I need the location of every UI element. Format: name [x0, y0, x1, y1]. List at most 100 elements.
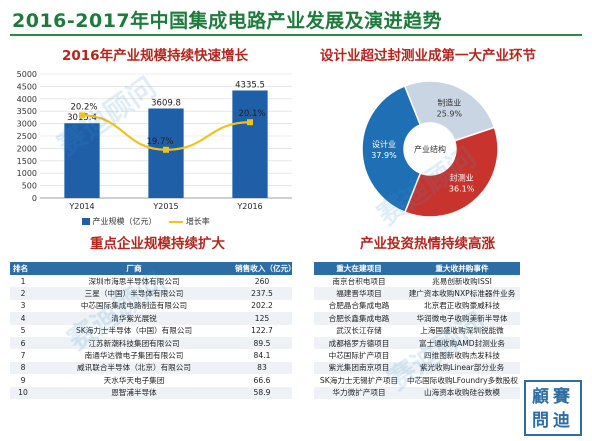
header-company: 厂商 — [36, 262, 232, 275]
legend-line-swatch — [169, 220, 184, 223]
companies-table-header: 排名 厂商 销售收入（亿元） — [10, 262, 292, 275]
companies-cell: 122.7 — [232, 324, 292, 337]
y-tick-label: 4000 — [17, 95, 37, 104]
investment-row: 福建晋华项目 建广资本收购NXP标准器件业务 — [314, 287, 520, 300]
companies-row: 2 三星（中国）半导体有限公司 237.5 — [10, 287, 292, 300]
companies-row: 4 清华紫光展锐 125 — [10, 312, 292, 325]
companies-section-title: 重点企业规模持续扩大 — [90, 236, 225, 252]
y-tick-label: 1000 — [17, 169, 37, 178]
growth-chart: 0 500 1000 1500 2000 2500 3000 3500 4000 4500 5000… — [17, 70, 292, 211]
header-rank: 排名 — [10, 262, 36, 275]
y-tick-label: 3000 — [17, 120, 37, 129]
investment-cell: 中芯国际扩产项目 — [314, 349, 404, 362]
investment-row: 成都格罗方德项目 富士通收购AMD封测业务 — [314, 336, 520, 350]
investment-cell: 富士通收购AMD封测业务 — [404, 336, 520, 350]
y-tick-label: 5000 — [17, 70, 37, 79]
companies-cell: 清华紫光展锐 — [36, 312, 232, 325]
companies-cell: 3 — [10, 299, 36, 313]
stamp-line-1: 顧賽 — [532, 387, 574, 407]
companies-cell: 83 — [232, 361, 292, 375]
legend-bar-swatch — [82, 218, 90, 225]
investment-cell: 兆易创新收购ISSI — [404, 275, 520, 288]
investment-cell: 华润微电子收购美新半导体 — [404, 312, 520, 325]
investment-row: 中芯国际扩产项目 四维图新收购杰发科技 — [314, 349, 520, 362]
companies-cell: 9 — [10, 374, 36, 387]
companies-cell: 2 — [10, 287, 36, 300]
companies-row: 9 天水华天电子集团 66.6 — [10, 374, 292, 387]
investment-cell: 成都格罗方德项目 — [314, 336, 404, 350]
companies-cell: 深圳市海思半导体有限公司 — [36, 275, 232, 288]
investment-cell: 上海国盛收购深圳锐能微 — [404, 324, 520, 337]
companies-row: 10 恩智浦半导体 58.9 — [10, 386, 292, 399]
companies-cell: 10 — [10, 386, 36, 399]
investment-cell: 紫光集团南京项目 — [314, 361, 404, 375]
investment-row: 合肥晶合集成电路 北京君正收购豪威科技 — [314, 299, 520, 313]
growth-rate-point — [247, 119, 253, 126]
investment-cell: 四维图新收购杰发科技 — [404, 349, 520, 362]
companies-cell: 6 — [10, 336, 36, 350]
structure-section-title: 设计业超过封测业成第一大产业环节 — [320, 48, 536, 64]
companies-cell: 威讯联合半导体（北京）有限公司 — [36, 361, 232, 375]
companies-row: 8 威讯联合半导体（北京）有限公司 83 — [10, 361, 292, 375]
investment-table-header: 重大在建项目 重大收并购事件 — [314, 262, 520, 275]
growth-section-title: 2016年产业规模持续快速增长 — [62, 48, 249, 64]
companies-cell: 恩智浦半导体 — [36, 386, 232, 399]
companies-row: 3 中芯国际集成电路制造有限公司 202.2 — [10, 299, 292, 313]
growth-rate-point — [79, 112, 85, 119]
investment-cell: 北京君正收购豪威科技 — [404, 299, 520, 313]
growth-rate-label: 20.1% — [238, 109, 265, 119]
companies-cell: 202.2 — [232, 299, 292, 313]
y-tick-label: 0 — [32, 194, 37, 203]
investment-cell: SK海力士无锡扩产项目 — [314, 374, 404, 387]
investment-cell: 南京台积电项目 — [314, 275, 404, 288]
investment-cell: 中芯国际收购LFoundry多数股权 — [404, 374, 520, 387]
companies-cell: 8 — [10, 361, 36, 375]
companies-cell: 4 — [10, 312, 36, 325]
pie-center-label: 产业结构 — [414, 144, 446, 154]
investment-cell: 山海资本收购硅谷数模 — [404, 386, 520, 399]
companies-cell: 天水华天电子集团 — [36, 374, 232, 387]
investment-cell: 合肥长鑫集成电路 — [314, 312, 404, 325]
investment-section-title: 产业投资热情持续高涨 — [360, 236, 495, 252]
pie-slice-label: 制造业 — [437, 97, 461, 107]
pie-slice-label: 设计业 — [372, 139, 396, 149]
legend-line-label: 增长率 — [185, 217, 210, 226]
investment-cell: 建广资本收购NXP标准器件业务 — [404, 287, 520, 300]
pie-slice-label: 封测业 — [450, 172, 474, 182]
companies-cell: 5 — [10, 324, 36, 337]
x-tick-label: Y2016 — [236, 202, 262, 211]
saidi-logo-stamp: 顧賽 問迪 — [524, 380, 582, 436]
companies-cell: 南通华达微电子集团有限公司 — [36, 349, 232, 362]
y-tick-label: 3500 — [17, 107, 37, 116]
companies-cell: 89.5 — [232, 336, 292, 350]
title-divider — [10, 34, 582, 36]
investment-cell: 华力微扩产项目 — [314, 386, 404, 399]
companies-row: 5 SK海力士半导体（中国）有限公司 122.7 — [10, 324, 292, 337]
companies-cell: 66.6 — [232, 374, 292, 387]
x-tick-label: Y2014 — [68, 202, 94, 211]
growth-chart-legend: 产业规模（亿元） 增长率 — [82, 216, 210, 227]
header-revenue: 销售收入（亿元） — [232, 262, 292, 275]
investment-row: 紫光集团南京项目 紫光收购Linear部分业务 — [314, 361, 520, 375]
companies-cell: 1 — [10, 275, 36, 288]
pie-slice-pct: 25.9% — [437, 109, 463, 118]
bar-Y2015 — [148, 108, 184, 198]
investment-row: 武汉长江存储 上海国盛收购深圳锐能微 — [314, 324, 520, 337]
investment-row: 华力微扩产项目 山海资本收购硅谷数模 — [314, 386, 520, 399]
investment-table: 重大在建项目 重大收并购事件 南京台积电项目 兆易创新收购ISSI 福建晋华项目 建广… — [314, 262, 520, 399]
bar-Y2014 — [64, 123, 100, 198]
header-projects: 重大在建项目 — [314, 262, 404, 275]
growth-rate-point — [163, 146, 169, 153]
structure-pie-chart: 产业结构 设计业 37.9% 制造业 25.9% 封测业 36.1% — [361, 80, 499, 218]
investment-cell: 合肥晶合集成电路 — [314, 299, 404, 313]
y-tick-label: 4500 — [17, 82, 37, 91]
companies-cell: 三星（中国）半导体有限公司 — [36, 287, 232, 300]
growth-rate-label: 20.2% — [70, 102, 97, 112]
y-tick-label: 1500 — [17, 157, 37, 166]
companies-cell: 58.9 — [232, 386, 292, 399]
investment-cell: 紫光收购Linear部分业务 — [404, 361, 520, 375]
bar-value-label: 3609.8 — [151, 98, 181, 108]
pie-slice-pct: 36.1% — [449, 184, 475, 193]
investment-row: 南京台积电项目 兆易创新收购ISSI — [314, 275, 520, 288]
stamp-line-2: 問迪 — [532, 411, 574, 431]
